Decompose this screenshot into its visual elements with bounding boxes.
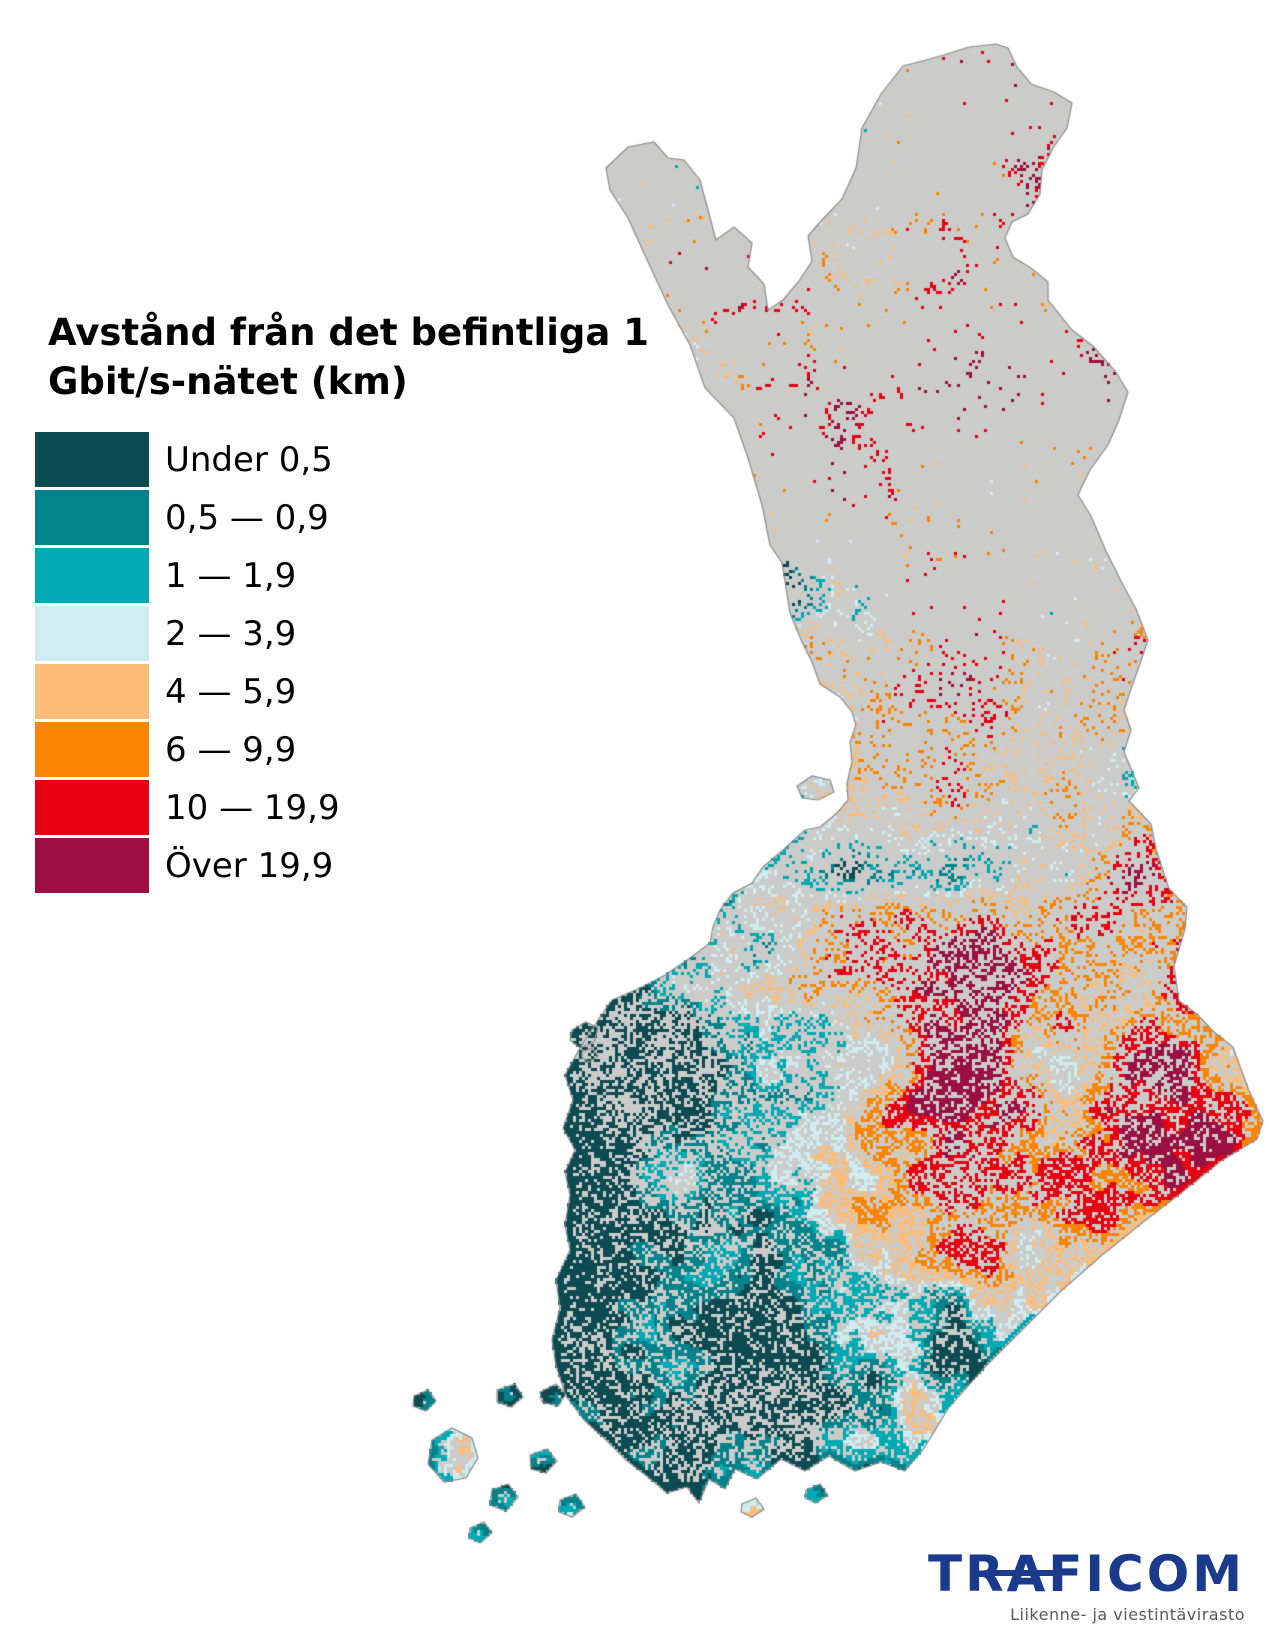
- legend-title-line2: Gbit/s-nätet (km): [48, 360, 408, 403]
- legend-item: 1 — 1,9: [35, 548, 655, 603]
- legend-title: Avstånd från det befintliga 1 Gbit/s-nät…: [48, 308, 655, 406]
- legend-label: 0,5 — 0,9: [165, 497, 329, 538]
- legend-label: 4 — 5,9: [165, 671, 297, 712]
- legend-label: Under 0,5: [165, 439, 333, 480]
- legend-swatch: [35, 606, 149, 661]
- legend-item: 10 — 19,9: [35, 780, 655, 835]
- legend-swatch: [35, 490, 149, 545]
- legend-item: 0,5 — 0,9: [35, 490, 655, 545]
- legend-label: 2 — 3,9: [165, 613, 297, 654]
- legend-swatch: [35, 838, 149, 893]
- legend-item: 6 — 9,9: [35, 722, 655, 777]
- legend-title-line1: Avstånd från det befintliga 1: [48, 311, 649, 354]
- legend-swatch: [35, 432, 149, 487]
- legend-swatch: [35, 664, 149, 719]
- legend-swatch: [35, 780, 149, 835]
- legend-item: 2 — 3,9: [35, 606, 655, 661]
- logo-tagline: Liikenne- ja viestintävirasto: [1010, 1605, 1245, 1624]
- legend-item: Över 19,9: [35, 838, 655, 893]
- legend-swatch: [35, 548, 149, 603]
- legend-rows: Under 0,5 0,5 — 0,9 1 — 1,9 2 — 3,9 4 — 5,9 6…: [35, 432, 655, 893]
- traficom-logo: TRAFICOM Liikenne- ja viestintävirasto: [928, 1549, 1245, 1624]
- legend: Avstånd från det befintliga 1 Gbit/s-nät…: [35, 308, 655, 896]
- legend-label: 10 — 19,9: [165, 787, 340, 828]
- legend-label: 6 — 9,9: [165, 729, 297, 770]
- logo-a-bar-decoration: [985, 1570, 1054, 1576]
- legend-item: Under 0,5: [35, 432, 655, 487]
- legend-label: Över 19,9: [165, 845, 334, 886]
- legend-item: 4 — 5,9: [35, 664, 655, 719]
- legend-swatch: [35, 722, 149, 777]
- legend-label: 1 — 1,9: [165, 555, 297, 596]
- logo-wordmark: TRAFICOM: [927, 1545, 1245, 1603]
